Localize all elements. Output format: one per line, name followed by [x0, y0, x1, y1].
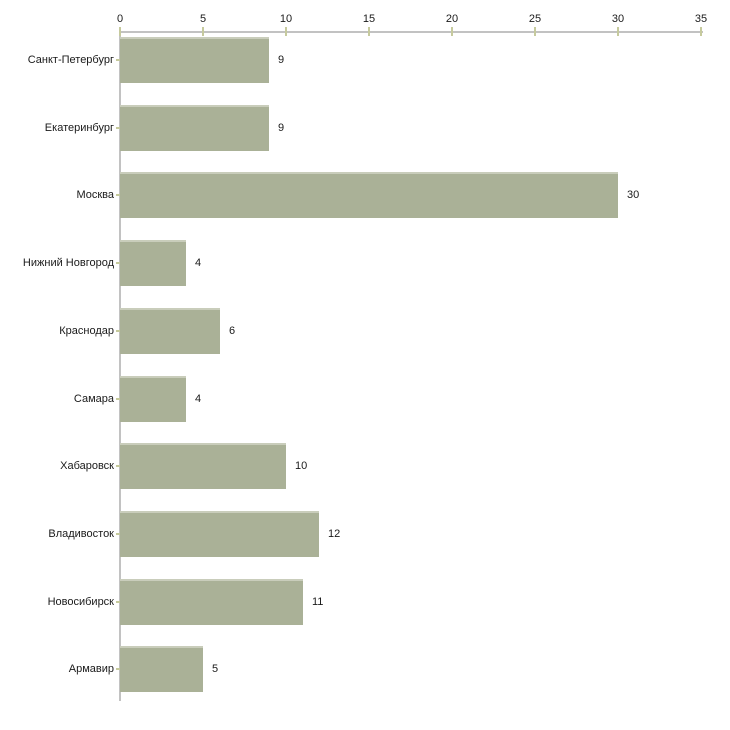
category-label: Нижний Новгород	[22, 257, 114, 269]
x-tick-label: 5	[199, 13, 207, 25]
x-tick-mark	[285, 27, 287, 36]
bar	[120, 105, 269, 151]
value-label: 9	[278, 54, 285, 66]
x-tick-mark	[451, 27, 453, 36]
bar	[120, 579, 303, 625]
category-label: Новосибирск	[47, 596, 114, 608]
value-label: 6	[229, 325, 236, 337]
bar	[120, 308, 220, 354]
bar	[120, 646, 203, 692]
bar	[120, 240, 186, 286]
category-label: Самара	[73, 393, 114, 405]
bar	[120, 511, 319, 557]
category-label: Москва	[76, 189, 114, 201]
y-axis-line	[119, 31, 121, 701]
value-label: 12	[328, 528, 341, 540]
category-label: Санкт-Петербург	[27, 54, 114, 66]
value-label: 4	[195, 393, 202, 405]
x-tick-label: 20	[445, 13, 459, 25]
x-tick-mark	[119, 27, 121, 36]
value-label: 4	[195, 257, 202, 269]
x-tick-label: 30	[611, 13, 625, 25]
x-axis-line	[119, 31, 703, 33]
value-label: 10	[295, 460, 308, 472]
value-label: 5	[212, 663, 219, 675]
bar	[120, 376, 186, 422]
bar	[120, 37, 269, 83]
x-tick-label: 15	[362, 13, 376, 25]
x-tick-mark	[534, 27, 536, 36]
category-label: Краснодар	[59, 325, 114, 337]
x-tick-mark	[368, 27, 370, 36]
category-label: Владивосток	[48, 528, 114, 540]
value-label: 30	[627, 189, 640, 201]
x-tick-label: 25	[528, 13, 542, 25]
category-label: Екатеринбург	[44, 122, 114, 134]
category-label: Армавир	[68, 663, 114, 675]
category-label: Хабаровск	[60, 460, 114, 472]
value-label: 11	[312, 596, 324, 608]
x-tick-mark	[617, 27, 619, 36]
x-tick-mark	[700, 27, 702, 36]
value-label: 9	[278, 122, 285, 134]
x-tick-mark	[202, 27, 204, 36]
x-tick-label: 35	[694, 13, 708, 25]
bar	[120, 172, 618, 218]
x-tick-label: 0	[116, 13, 124, 25]
x-tick-label: 10	[279, 13, 293, 25]
bar	[120, 443, 286, 489]
